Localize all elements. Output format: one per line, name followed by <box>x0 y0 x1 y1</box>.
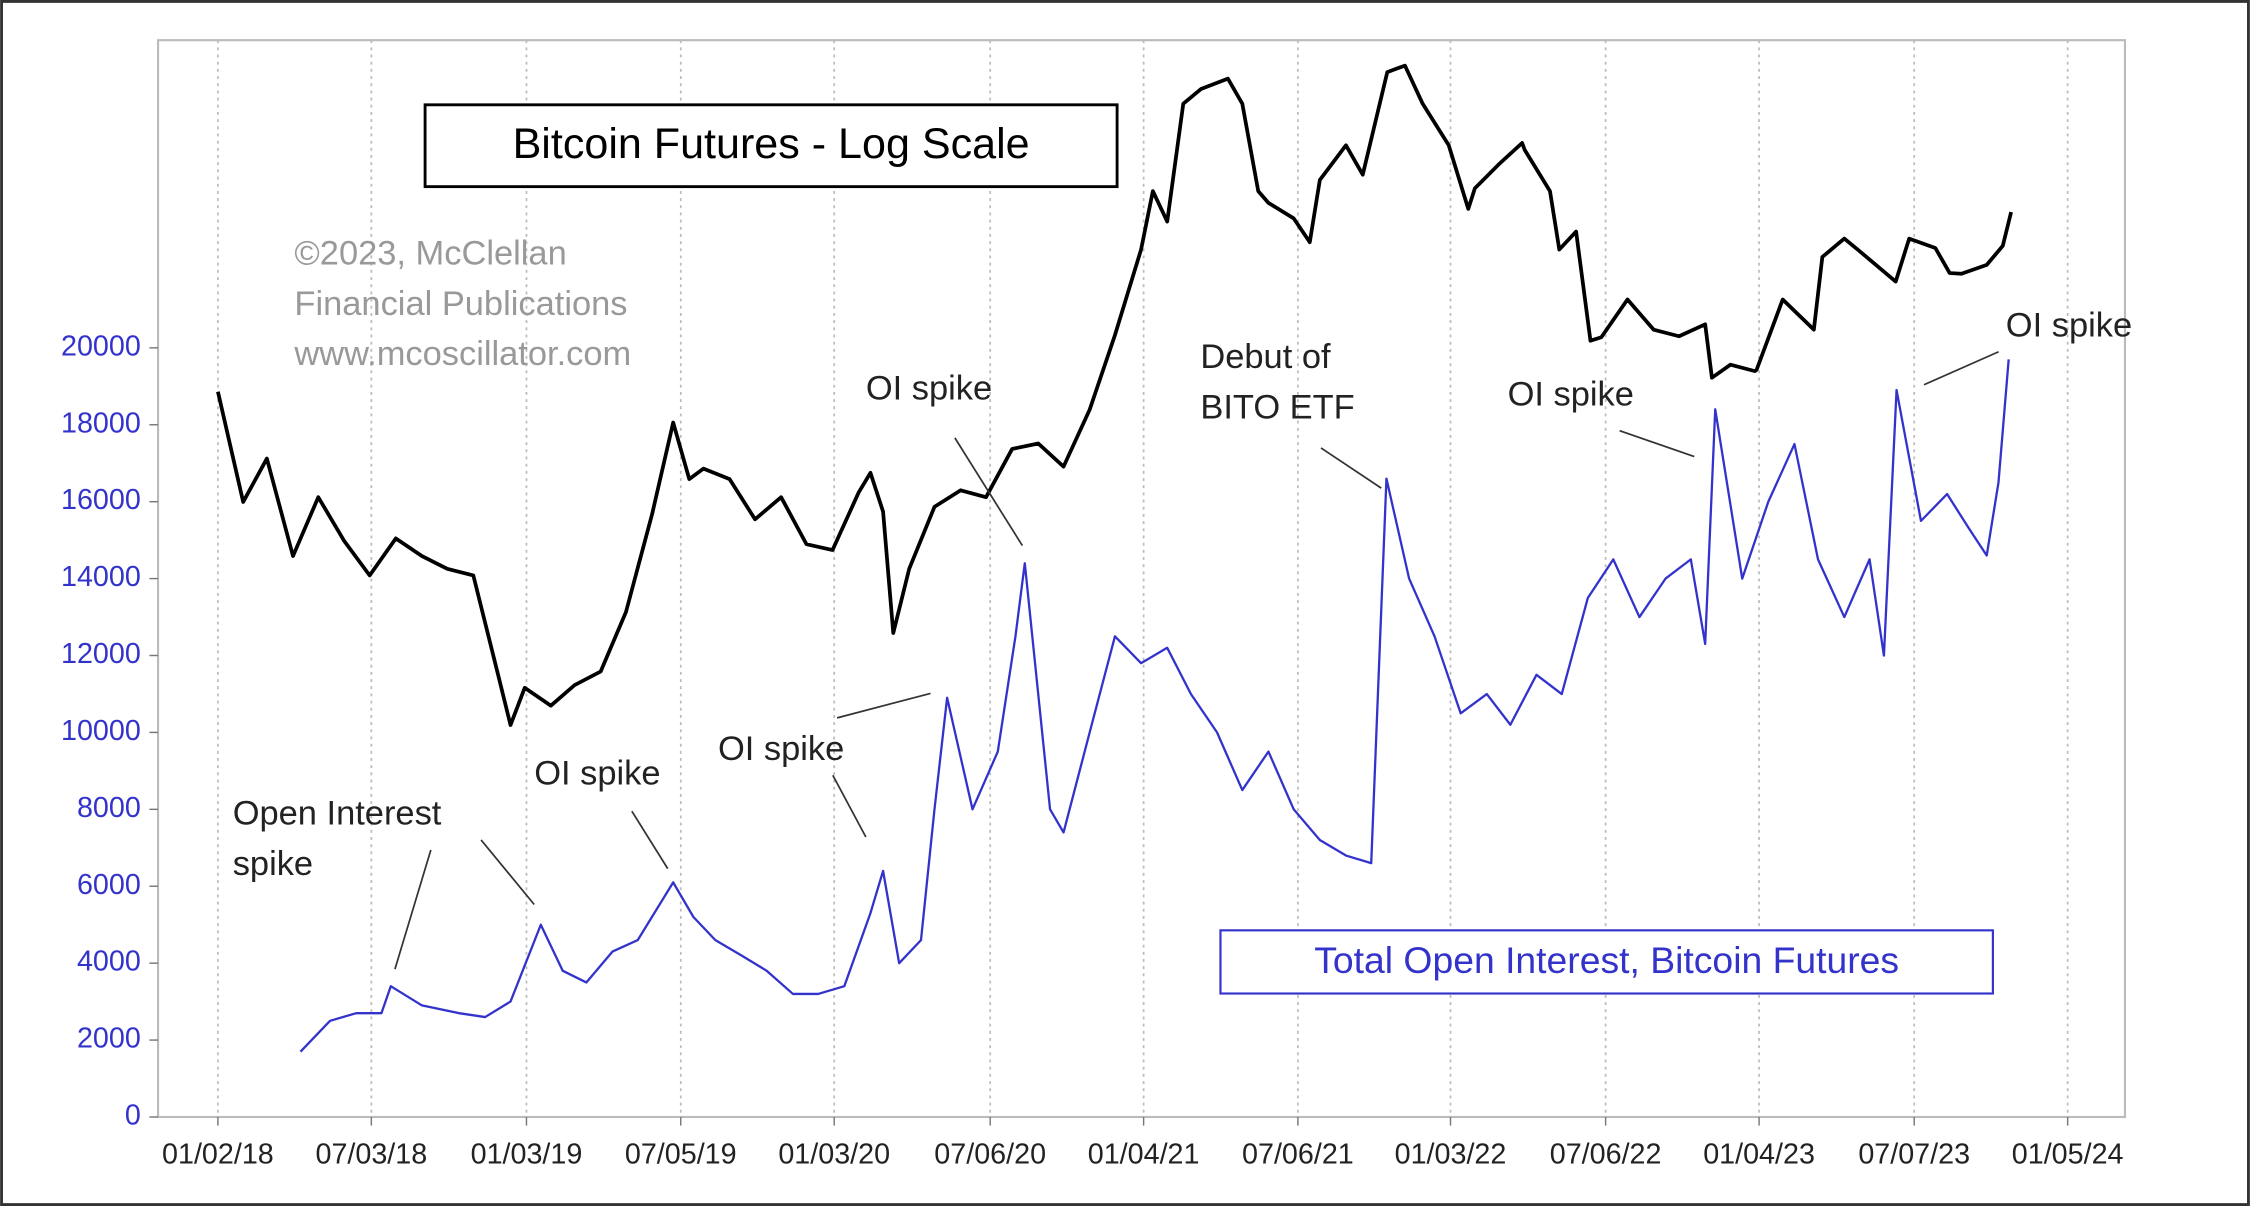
credit: Financial Publications <box>294 285 627 323</box>
x-tick-label: 01/03/19 <box>471 1138 583 1170</box>
y-tick-label: 12000 <box>61 638 141 670</box>
annotation: OI spike <box>866 370 992 408</box>
y-tick-label: 6000 <box>77 869 141 901</box>
annotation-pointer <box>954 437 1024 547</box>
series-line <box>299 359 2010 1053</box>
annotation-pointer <box>832 774 867 838</box>
x-tick-label: 01/03/20 <box>778 1138 890 1170</box>
x-tick-label: 07/07/23 <box>1858 1138 1970 1170</box>
x-tick-label: 07/06/22 <box>1550 1138 1662 1170</box>
chart-title: Bitcoin Futures - Log Scale <box>513 120 1030 168</box>
annotation: Debut of <box>1200 338 1331 376</box>
y-tick-label: 16000 <box>61 484 141 516</box>
y-tick-label: 2000 <box>77 1023 141 1055</box>
y-tick-label: 0 <box>125 1100 141 1132</box>
x-tick-label: 01/04/23 <box>1703 1138 1815 1170</box>
legend-label: Total Open Interest, Bitcoin Futures <box>1314 939 1899 981</box>
series-line <box>216 63 2013 727</box>
annotation: OI spike <box>2006 306 2132 344</box>
x-tick-label: 01/04/21 <box>1088 1138 1200 1170</box>
annotation: OI spike <box>534 754 660 792</box>
x-tick-label: 07/03/18 <box>315 1138 427 1170</box>
annotation-pointer <box>631 810 669 870</box>
annotation: BITO ETF <box>1200 388 1354 426</box>
x-tick-label: 07/05/19 <box>625 1138 737 1170</box>
x-tick-label: 01/02/18 <box>162 1138 274 1170</box>
annotation: OI spike <box>1508 375 1634 413</box>
y-tick-label: 18000 <box>61 407 141 439</box>
annotation-pointer <box>1320 447 1382 489</box>
y-tick-label: 20000 <box>61 330 141 362</box>
title-box <box>423 103 1119 189</box>
y-tick-label: 14000 <box>61 561 141 593</box>
annotation-pointer <box>1923 350 1999 386</box>
annotation: Open Interest <box>233 795 442 833</box>
lines <box>216 63 2013 1053</box>
y-tick-label: 10000 <box>61 715 141 747</box>
y-tick-label: 4000 <box>77 946 141 978</box>
x-tick-label: 01/05/24 <box>2012 1138 2124 1170</box>
x-tick-label: 07/06/20 <box>934 1138 1046 1170</box>
legend-box <box>1219 929 1994 995</box>
credit: ©2023, McClellan <box>294 235 566 273</box>
annotations: Open Interest spike OI spike OI spike OI spi… <box>233 306 2132 970</box>
y-tick-label: 8000 <box>77 792 141 824</box>
credit: www.mcoscillator.com <box>293 335 631 373</box>
x-tick-label: 01/03/22 <box>1395 1138 1507 1170</box>
annotation-pointer <box>480 839 535 906</box>
annotation-pointer <box>836 692 931 719</box>
annotation: spike <box>233 845 313 883</box>
x-tick-label: 07/06/21 <box>1242 1138 1354 1170</box>
annotation: OI spike <box>718 730 844 768</box>
annotation-pointer <box>394 849 432 970</box>
annotation-pointer <box>1619 429 1695 458</box>
